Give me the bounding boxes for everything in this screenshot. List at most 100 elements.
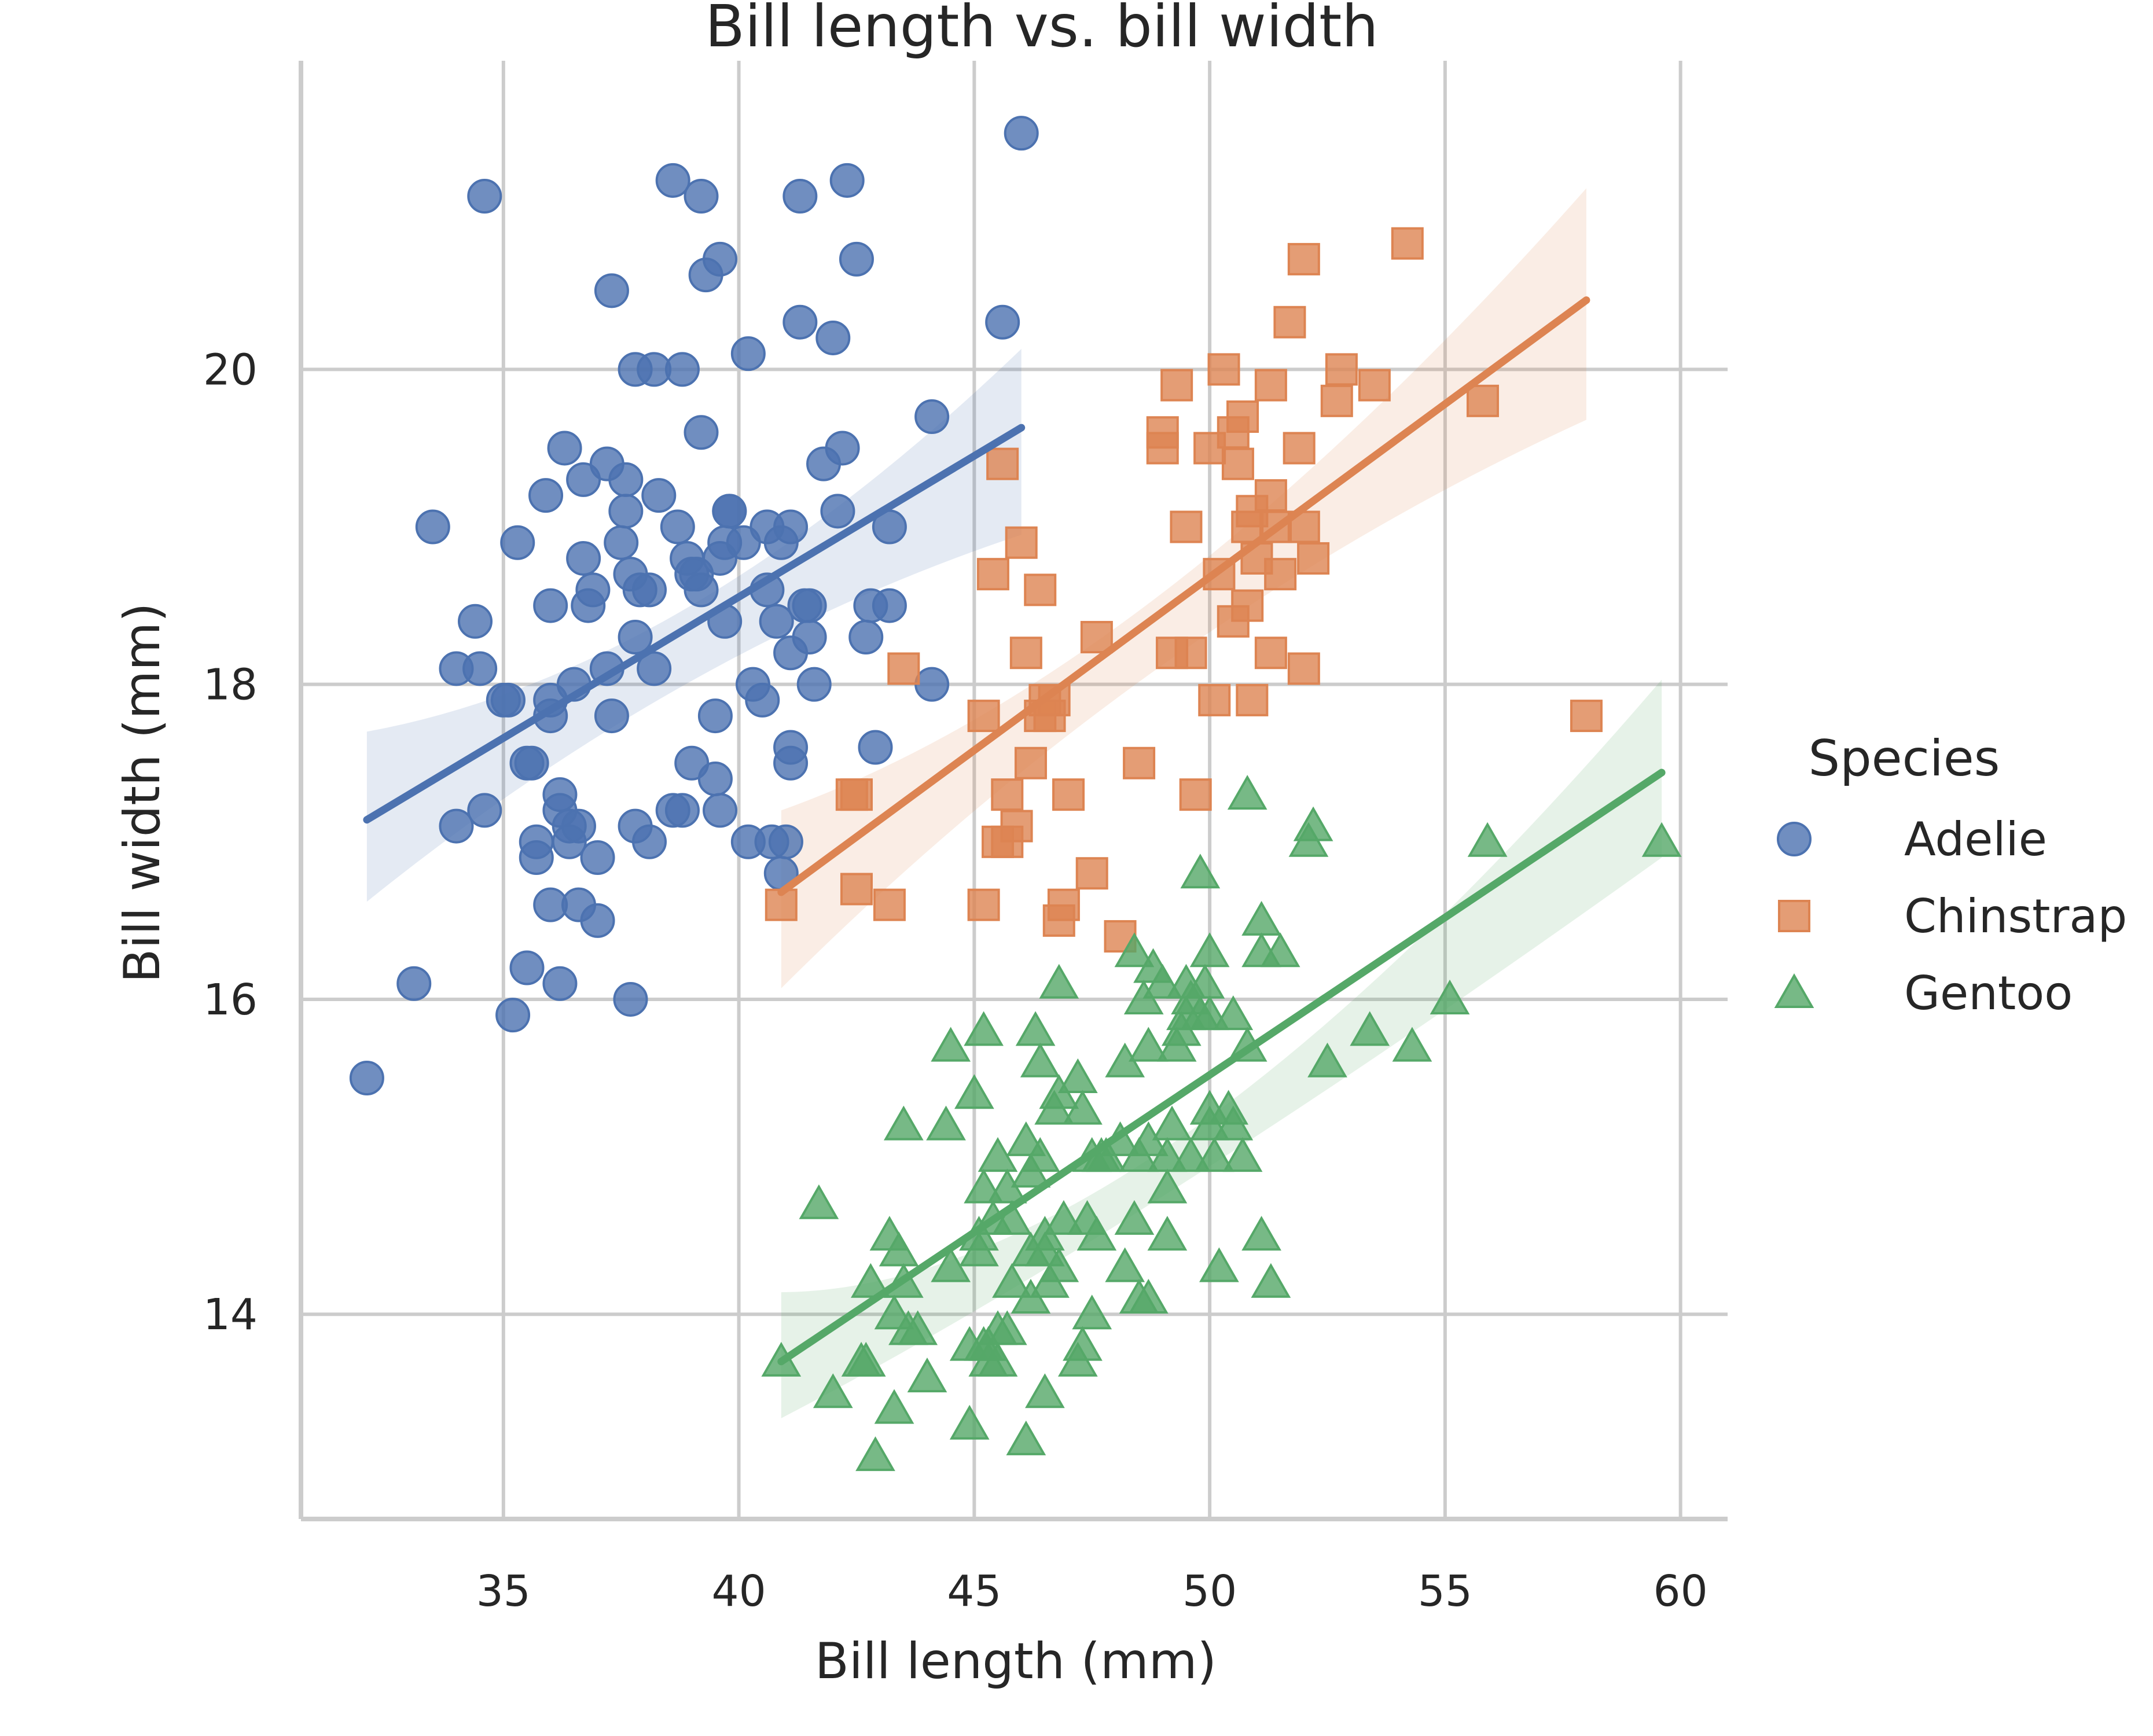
point-adelie — [825, 431, 860, 466]
point-chinstrap — [1236, 683, 1269, 716]
point-adelie — [759, 604, 794, 639]
point-adelie — [490, 682, 526, 718]
point-adelie — [467, 179, 502, 214]
point-chinstrap — [1358, 369, 1391, 402]
point-adelie — [773, 745, 809, 781]
point-adelie — [660, 509, 695, 545]
chart-title: Bill length vs. bill width — [705, 0, 1378, 60]
point-adelie — [914, 667, 950, 702]
y-tick-label: 20 — [203, 345, 258, 395]
confidence-band-chinstrap — [781, 188, 1586, 988]
y-tick-label: 18 — [203, 660, 258, 710]
point-adelie — [839, 241, 874, 277]
point-adelie — [703, 241, 738, 277]
point-adelie — [608, 462, 644, 497]
legend-label-gentoo: Gentoo — [1904, 966, 2073, 1020]
x-tick-label: 50 — [1182, 1566, 1237, 1616]
point-gentoo — [1194, 1137, 1235, 1172]
point-gentoo — [1213, 995, 1254, 1031]
point-adelie — [604, 525, 639, 560]
x-tick-label: 60 — [1654, 1566, 1708, 1616]
point-gentoo — [1114, 932, 1155, 968]
point-chinstrap — [1024, 573, 1057, 606]
point-adelie — [528, 478, 564, 513]
point-adelie — [514, 745, 549, 781]
point-gentoo — [1185, 963, 1225, 999]
point-chinstrap — [1254, 637, 1287, 670]
point-adelie — [829, 163, 865, 198]
point-gentoo — [1147, 1216, 1188, 1251]
point-chinstrap — [840, 873, 873, 906]
y-axis-label: Bill width (mm) — [113, 602, 171, 983]
point-chinstrap — [1014, 746, 1047, 779]
point-gentoo — [978, 1341, 1018, 1377]
regression-lines — [363, 296, 1666, 1366]
x-axis-label: Bill length (mm) — [815, 1632, 1217, 1690]
point-chinstrap — [1320, 384, 1353, 417]
x-tick-label: 40 — [711, 1566, 766, 1616]
point-adelie — [655, 163, 690, 198]
point-adelie — [439, 808, 474, 844]
legend-title: Species — [1809, 730, 2000, 788]
point-adelie — [684, 572, 719, 608]
x-tick-label: 35 — [476, 1566, 531, 1616]
point-gentoo — [1076, 1216, 1117, 1251]
point-chinstrap — [1146, 416, 1179, 449]
point-chinstrap — [991, 778, 1024, 811]
point-adelie — [637, 651, 672, 686]
point-gentoo — [874, 1389, 914, 1424]
legend-marker-gentoo — [1774, 973, 1814, 1008]
point-adelie — [580, 840, 615, 876]
point-adelie — [458, 604, 493, 639]
point-chinstrap — [1179, 778, 1212, 811]
legend-marker-adelie — [1777, 822, 1812, 856]
point-gentoo — [992, 1200, 1032, 1235]
point-gentoo — [1129, 1027, 1169, 1062]
regression-line-adelie — [363, 424, 1026, 824]
point-adelie — [985, 304, 1020, 340]
point-adelie — [703, 793, 738, 828]
point-gentoo — [1467, 822, 1508, 857]
point-gentoo — [978, 1137, 1018, 1172]
point-chinstrap — [1570, 700, 1603, 733]
point-chinstrap — [1047, 888, 1080, 921]
point-chinstrap — [1254, 479, 1287, 512]
point-chinstrap — [1080, 621, 1113, 654]
point-chinstrap — [1009, 637, 1042, 670]
point-gentoo — [931, 1027, 971, 1062]
point-adelie — [820, 494, 855, 529]
point-gentoo — [1129, 1278, 1169, 1314]
point-chinstrap — [1174, 637, 1207, 670]
point-gentoo — [1222, 1137, 1263, 1172]
point-chinstrap — [1207, 353, 1240, 386]
point-gentoo — [1039, 1247, 1079, 1282]
point-gentoo — [1293, 806, 1333, 841]
point-chinstrap — [967, 700, 1000, 733]
point-gentoo — [987, 1310, 1027, 1345]
point-adelie — [872, 588, 907, 623]
point-adelie — [509, 950, 545, 985]
point-chinstrap — [1391, 227, 1424, 260]
x-tick-label: 55 — [1418, 1566, 1472, 1616]
point-gentoo — [1227, 775, 1267, 810]
point-adelie — [462, 651, 498, 686]
point-adelie — [561, 808, 596, 844]
confidence-band-gentoo — [781, 679, 1662, 1418]
point-gentoo — [954, 1074, 994, 1109]
point-gentoo — [1114, 1200, 1155, 1235]
point-chinstrap — [1198, 683, 1231, 716]
point-gentoo — [992, 1263, 1032, 1298]
point-chinstrap — [1283, 432, 1316, 465]
point-gentoo — [846, 1341, 886, 1377]
point-gentoo — [855, 1436, 895, 1472]
point-adelie — [547, 431, 582, 466]
point-gentoo — [931, 1247, 971, 1282]
point-adelie — [519, 824, 554, 859]
point-adelie — [782, 304, 818, 340]
point-chinstrap — [1170, 510, 1203, 543]
point-adelie — [815, 320, 851, 355]
y-tick-label: 14 — [203, 1290, 258, 1340]
point-gentoo — [1015, 1011, 1056, 1046]
point-adelie — [396, 966, 432, 1001]
legend-label-adelie: Adelie — [1904, 812, 2047, 866]
